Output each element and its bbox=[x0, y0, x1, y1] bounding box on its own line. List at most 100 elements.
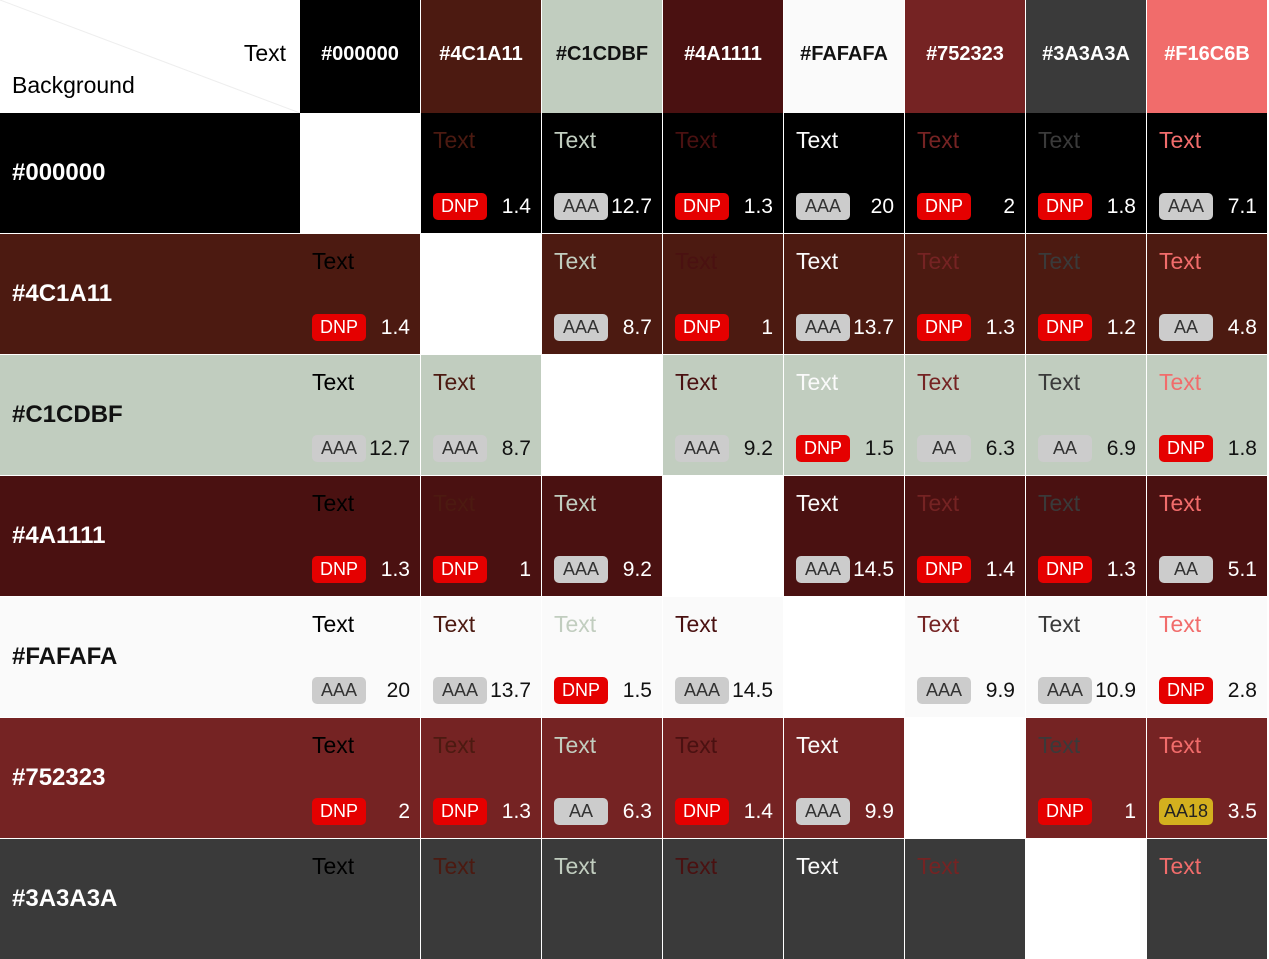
contrast-ratio: 1.3 bbox=[380, 558, 410, 581]
sample-text: Text bbox=[675, 127, 718, 153]
rating-badge: AAA bbox=[312, 435, 366, 462]
column-header: #3A3A3A bbox=[1026, 0, 1146, 113]
sample-text: Text bbox=[312, 732, 355, 758]
contrast-cell: Text AA 5.1 bbox=[1147, 476, 1267, 596]
rating-badge: DNP bbox=[312, 798, 366, 825]
rating-badge: DNP bbox=[675, 193, 729, 220]
row-header: #000000 bbox=[0, 113, 300, 233]
contrast-ratio: 2 bbox=[398, 800, 410, 823]
rating-badge: DNP bbox=[675, 798, 729, 825]
rating-badge: DNP bbox=[1159, 435, 1213, 462]
contrast-cell: Text DNP 2 bbox=[905, 113, 1025, 233]
rating-badge: AA bbox=[917, 435, 971, 462]
sample-text: Text bbox=[917, 490, 960, 516]
contrast-ratio: 1.3 bbox=[743, 195, 773, 218]
contrast-cell bbox=[542, 355, 662, 475]
contrast-cell: Text AA 6.3 bbox=[542, 718, 662, 838]
rating-badge: AAA bbox=[554, 193, 608, 220]
contrast-cell bbox=[421, 234, 541, 354]
sample-text: Text bbox=[675, 853, 718, 879]
rating-badge: DNP bbox=[433, 193, 487, 220]
rating-badge: AAA bbox=[917, 677, 971, 704]
contrast-cell: Text AA18 3.5 bbox=[1147, 718, 1267, 838]
contrast-cell: Text bbox=[300, 839, 420, 959]
sample-text: Text bbox=[554, 732, 597, 758]
row-header: #3A3A3A bbox=[0, 839, 300, 959]
rating-badge: DNP bbox=[1038, 556, 1092, 583]
contrast-ratio: 13.7 bbox=[853, 316, 894, 339]
rating-badge: AA bbox=[1159, 556, 1213, 583]
rating-badge: DNP bbox=[433, 556, 487, 583]
rating-badge: AAA bbox=[796, 798, 850, 825]
sample-text: Text bbox=[675, 732, 718, 758]
rating-badge: AAA bbox=[675, 435, 729, 462]
sample-text: Text bbox=[796, 127, 839, 153]
column-header: #000000 bbox=[300, 0, 420, 113]
contrast-cell: Text AAA 13.7 bbox=[421, 597, 541, 717]
row-header: #752323 bbox=[0, 718, 300, 838]
contrast-ratio: 8.7 bbox=[501, 437, 531, 460]
contrast-ratio: 1.4 bbox=[743, 800, 773, 823]
sample-text: Text bbox=[312, 611, 355, 637]
contrast-cell: Text DNP 1.3 bbox=[421, 718, 541, 838]
contrast-cell: Text AA 6.9 bbox=[1026, 355, 1146, 475]
sample-text: Text bbox=[1159, 369, 1202, 395]
sample-text: Text bbox=[1038, 248, 1081, 274]
column-header: #4A1111 bbox=[663, 0, 783, 113]
rating-badge: AAA bbox=[312, 677, 366, 704]
contrast-ratio: 20 bbox=[386, 679, 410, 702]
contrast-ratio: 10.9 bbox=[1095, 679, 1136, 702]
sample-text: Text bbox=[917, 369, 960, 395]
contrast-ratio: 1.4 bbox=[501, 195, 531, 218]
contrast-ratio: 5.1 bbox=[1227, 558, 1257, 581]
row-header: #C1CDBF bbox=[0, 355, 300, 475]
sample-text: Text bbox=[1159, 248, 1202, 274]
contrast-ratio: 4.8 bbox=[1227, 316, 1257, 339]
sample-text: Text bbox=[433, 853, 476, 879]
rating-badge: AAA bbox=[1038, 677, 1092, 704]
rating-badge: AAA bbox=[554, 556, 608, 583]
rating-badge: AAA bbox=[1159, 193, 1213, 220]
rating-badge: AAA bbox=[796, 314, 850, 341]
contrast-cell: Text DNP 1.4 bbox=[663, 718, 783, 838]
sample-text: Text bbox=[554, 490, 597, 516]
contrast-ratio: 7.1 bbox=[1227, 195, 1257, 218]
sample-text: Text bbox=[1159, 490, 1202, 516]
contrast-ratio: 1.8 bbox=[1106, 195, 1136, 218]
rating-badge: DNP bbox=[312, 556, 366, 583]
rating-badge: DNP bbox=[1038, 193, 1092, 220]
contrast-cell: Text DNP 1.3 bbox=[905, 234, 1025, 354]
contrast-cell: Text bbox=[905, 839, 1025, 959]
sample-text: Text bbox=[433, 127, 476, 153]
rating-badge: DNP bbox=[1038, 798, 1092, 825]
sample-text: Text bbox=[796, 248, 839, 274]
sample-text: Text bbox=[1159, 732, 1202, 758]
contrast-ratio: 1.8 bbox=[1227, 437, 1257, 460]
contrast-cell: Text AAA 20 bbox=[300, 597, 420, 717]
row-header: #FAFAFA bbox=[0, 597, 300, 717]
sample-text: Text bbox=[796, 490, 839, 516]
contrast-cell: Text AAA 8.7 bbox=[421, 355, 541, 475]
contrast-ratio: 20 bbox=[870, 195, 894, 218]
rating-badge: AA18 bbox=[1159, 798, 1213, 825]
contrast-ratio: 14.5 bbox=[853, 558, 894, 581]
rating-badge: DNP bbox=[796, 435, 850, 462]
rating-badge: DNP bbox=[433, 798, 487, 825]
sample-text: Text bbox=[312, 369, 355, 395]
corner-cell: Text Background bbox=[0, 0, 300, 113]
column-header: #4C1A11 bbox=[421, 0, 541, 113]
contrast-ratio: 3.5 bbox=[1227, 800, 1257, 823]
sample-text: Text bbox=[796, 853, 839, 879]
contrast-ratio: 1 bbox=[1124, 800, 1136, 823]
contrast-cell: Text bbox=[421, 839, 541, 959]
contrast-ratio: 1.4 bbox=[380, 316, 410, 339]
rating-badge: AA bbox=[1038, 435, 1092, 462]
contrast-ratio: 1.4 bbox=[985, 558, 1015, 581]
sample-text: Text bbox=[1159, 127, 1202, 153]
row-header: #4A1111 bbox=[0, 476, 300, 596]
contrast-ratio: 2 bbox=[1003, 195, 1015, 218]
contrast-cell bbox=[1026, 839, 1146, 959]
contrast-cell: Text AAA 14.5 bbox=[663, 597, 783, 717]
contrast-cell: Text AAA 9.9 bbox=[905, 597, 1025, 717]
contrast-cell: Text DNP 1.5 bbox=[542, 597, 662, 717]
